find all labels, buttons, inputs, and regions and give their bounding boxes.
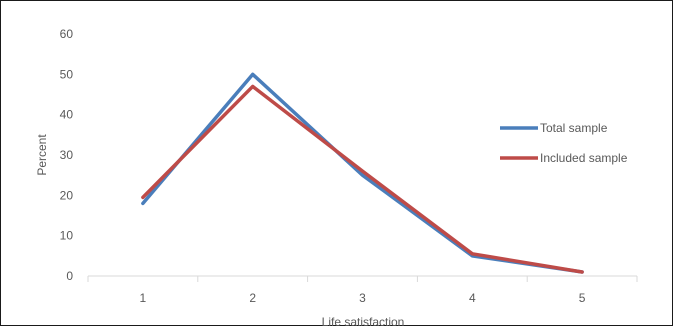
x-tick-label: 1	[140, 291, 147, 305]
y-tick-label: 60	[60, 27, 74, 41]
series-lines	[141, 72, 584, 274]
y-tick-label: 40	[60, 108, 74, 122]
y-tick-label: 10	[60, 229, 74, 243]
x-tick-label: 4	[469, 291, 476, 305]
x-tick-label: 3	[359, 291, 366, 305]
y-tick-label: 20	[60, 188, 74, 202]
x-axis: 1 2 3 4 5	[87, 275, 638, 305]
legend: Total sample Included sample	[500, 121, 628, 165]
series-line-2	[141, 84, 584, 274]
y-tick-label: 30	[60, 148, 74, 162]
y-axis-label: Percent	[35, 134, 49, 176]
legend-label: Total sample	[540, 121, 608, 135]
legend-label: Included sample	[540, 151, 628, 165]
y-tick-label: 50	[60, 67, 74, 81]
y-tick-label: 0	[66, 269, 73, 283]
x-tick-label: 2	[249, 291, 256, 305]
x-axis-label: Life satisfaction	[322, 315, 405, 326]
x-tick-label: 5	[579, 291, 586, 305]
y-axis-ticks: 0 10 20 30 40 50 60	[60, 27, 74, 283]
